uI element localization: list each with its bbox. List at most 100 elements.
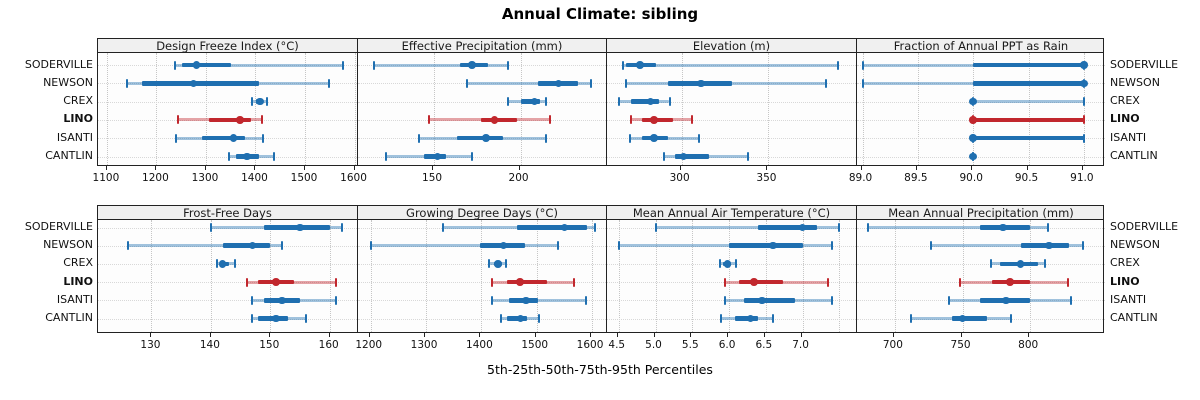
gridline <box>802 220 804 332</box>
gridline <box>1030 220 1032 332</box>
gridline <box>151 220 153 332</box>
percentile-cap <box>125 78 128 88</box>
panel-frost-free-days <box>98 220 357 332</box>
panel-mean-annual-air-temperature-c- <box>606 220 856 332</box>
row-gridline <box>607 263 856 265</box>
axis-tick <box>479 333 481 337</box>
axis-tick-label: 1300 <box>191 172 219 184</box>
site-label-right: CREX <box>1110 94 1140 108</box>
gridline <box>917 53 919 165</box>
percentile-cap <box>1082 97 1085 107</box>
median-dot <box>256 97 264 106</box>
median-dot <box>192 61 201 69</box>
axis-tick-label: 4.5 <box>608 339 626 351</box>
median-dot <box>468 61 476 69</box>
interval-25-75 <box>631 99 660 104</box>
gridline <box>655 220 657 332</box>
percentile-cap <box>836 60 839 70</box>
row-gridline <box>607 65 856 66</box>
percentile-cap <box>1081 241 1084 251</box>
gridline <box>106 53 108 165</box>
row-gridline <box>607 282 856 284</box>
percentile-cap <box>548 115 551 125</box>
axis-tick-label: 6.0 <box>718 339 736 351</box>
interval-25-75 <box>973 117 1084 123</box>
row-gridline <box>358 282 606 284</box>
row-gridline <box>358 227 606 229</box>
gridline <box>729 220 731 332</box>
interval-5-95 <box>655 226 840 229</box>
axis-tick-label: 1200 <box>142 172 169 184</box>
axis-tick-label: 1100 <box>92 172 120 184</box>
interval-25-75 <box>973 62 1084 68</box>
median-dot <box>1006 278 1014 286</box>
axis-tick <box>860 166 862 170</box>
plot-row <box>97 52 1105 166</box>
axis-tick <box>518 166 520 170</box>
site-label-right: SODERVILLE <box>1110 220 1179 233</box>
percentile-cap <box>173 60 176 70</box>
gridline <box>434 53 436 165</box>
interval-25-75 <box>1020 243 1070 248</box>
percentile-cap <box>342 60 345 70</box>
strip-row: Frost-Free Days Growing Degree Days (°C) M… <box>97 205 1104 220</box>
percentile-cap <box>538 314 541 323</box>
panel-strip-title: Frost-Free Days <box>183 206 272 219</box>
gridline <box>210 220 212 332</box>
median-dot <box>969 116 977 124</box>
median-dot <box>1016 260 1025 268</box>
median-dot <box>758 296 766 305</box>
row-gridline <box>98 282 357 284</box>
percentile-cap <box>861 60 864 70</box>
percentile-cap <box>417 133 420 143</box>
axis-tick <box>328 333 330 337</box>
median-dot <box>1002 296 1010 305</box>
gridline <box>270 220 272 332</box>
axis-tick-label: 350 <box>756 172 777 184</box>
percentile-cap <box>621 60 624 70</box>
axis-tick <box>269 333 271 337</box>
row-gridline <box>857 156 1105 158</box>
median-dot <box>516 278 524 286</box>
axis-tick-label: 700 <box>882 339 903 351</box>
site-label-right: CANTLIN <box>1110 311 1158 324</box>
percentile-cap <box>334 295 337 305</box>
median-dot <box>482 134 490 142</box>
median-dot <box>243 152 251 161</box>
axis-tick <box>800 333 802 337</box>
interval-5-95 <box>973 100 1084 104</box>
site-label-right: SODERVILLE <box>1110 57 1179 71</box>
axis-tick <box>727 333 729 337</box>
interval-25-75 <box>738 279 784 285</box>
percentile-cap <box>507 97 510 107</box>
axis-tick-label: 90.0 <box>959 172 983 184</box>
gridline <box>862 53 864 165</box>
percentile-cap <box>1010 314 1013 323</box>
percentile-cap <box>233 259 236 269</box>
median-dot <box>516 314 525 323</box>
interval-25-75 <box>517 225 587 230</box>
median-dot <box>723 260 732 268</box>
percentile-cap <box>719 259 722 269</box>
axis-tick <box>254 166 256 170</box>
percentile-cap <box>372 60 375 70</box>
row-gridline <box>857 263 1105 265</box>
median-dot <box>746 314 755 323</box>
gridline <box>426 220 428 332</box>
percentile-cap <box>724 277 727 287</box>
row-gridline <box>358 156 606 158</box>
median-dot <box>1045 241 1053 250</box>
gridline <box>592 220 594 332</box>
interval-25-75 <box>506 279 547 285</box>
axis-tick <box>353 166 355 170</box>
site-label-left: NEWSON <box>43 75 93 89</box>
interval-5-95 <box>174 63 344 67</box>
percentile-cap <box>590 78 593 88</box>
row-gridline <box>607 119 856 121</box>
percentile-cap <box>654 223 657 232</box>
axis-tick <box>690 333 692 337</box>
median-dot <box>969 152 977 161</box>
percentile-cap <box>177 115 180 125</box>
percentile-cap <box>772 314 775 323</box>
